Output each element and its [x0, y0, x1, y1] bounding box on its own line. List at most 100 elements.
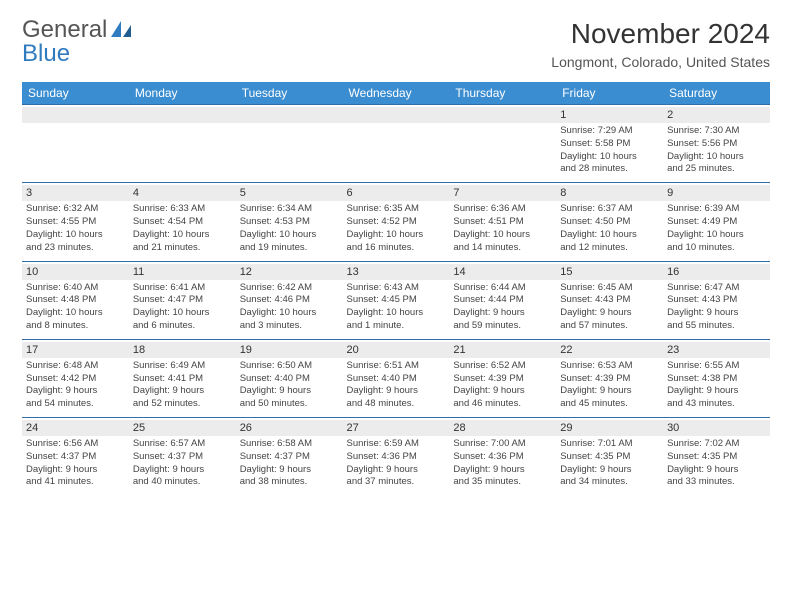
- sunset-text: Sunset: 4:51 PM: [453, 216, 552, 229]
- brand-word-1: General: [22, 18, 107, 42]
- day-number: 16: [663, 264, 770, 280]
- calendar-cell: [343, 105, 450, 183]
- daylight-text: and 37 minutes.: [347, 476, 446, 489]
- day-header: Friday: [556, 82, 663, 105]
- daylight-text: and 43 minutes.: [667, 398, 766, 411]
- daylight-text: and 28 minutes.: [560, 163, 659, 176]
- daylight-text: and 21 minutes.: [133, 242, 232, 255]
- day-number: [449, 107, 556, 123]
- sunrise-text: Sunrise: 6:42 AM: [240, 282, 339, 295]
- calendar-cell: 19Sunrise: 6:50 AMSunset: 4:40 PMDayligh…: [236, 339, 343, 417]
- sunrise-text: Sunrise: 6:48 AM: [26, 360, 125, 373]
- sunset-text: Sunset: 5:58 PM: [560, 138, 659, 151]
- calendar-cell: 29Sunrise: 7:01 AMSunset: 4:35 PMDayligh…: [556, 418, 663, 496]
- daylight-text: and 52 minutes.: [133, 398, 232, 411]
- sunrise-text: Sunrise: 6:53 AM: [560, 360, 659, 373]
- day-header: Saturday: [663, 82, 770, 105]
- day-number: [22, 107, 129, 123]
- sunrise-text: Sunrise: 6:59 AM: [347, 438, 446, 451]
- daylight-text: Daylight: 10 hours: [347, 229, 446, 242]
- sunset-text: Sunset: 4:45 PM: [347, 294, 446, 307]
- daylight-text: Daylight: 9 hours: [667, 464, 766, 477]
- daylight-text: and 6 minutes.: [133, 320, 232, 333]
- calendar-week: 10Sunrise: 6:40 AMSunset: 4:48 PMDayligh…: [22, 261, 770, 339]
- brand-logo: General Blue: [22, 18, 133, 66]
- sunset-text: Sunset: 4:37 PM: [26, 451, 125, 464]
- sunrise-text: Sunrise: 6:50 AM: [240, 360, 339, 373]
- sunset-text: Sunset: 4:55 PM: [26, 216, 125, 229]
- day-header: Thursday: [449, 82, 556, 105]
- sunrise-text: Sunrise: 6:37 AM: [560, 203, 659, 216]
- calendar-cell: 11 Sunrise: 6:41 AMSunset: 4:47 PMDayligh…: [129, 261, 236, 339]
- page-header: General Blue November 2024 Longmont, Col…: [22, 18, 770, 70]
- day-number: 15: [556, 264, 663, 280]
- calendar-cell: 23Sunrise: 6:55 AMSunset: 4:38 PMDayligh…: [663, 339, 770, 417]
- sunrise-text: Sunrise: 6:55 AM: [667, 360, 766, 373]
- calendar-cell: 13Sunrise: 6:43 AMSunset: 4:45 PMDayligh…: [343, 261, 450, 339]
- day-number: 25: [129, 420, 236, 436]
- calendar-cell: 16Sunrise: 6:47 AMSunset: 4:43 PMDayligh…: [663, 261, 770, 339]
- day-header: Wednesday: [343, 82, 450, 105]
- daylight-text: Daylight: 9 hours: [453, 464, 552, 477]
- sunset-text: Sunset: 4:40 PM: [240, 373, 339, 386]
- sunset-text: Sunset: 4:47 PM: [133, 294, 232, 307]
- daylight-text: Daylight: 10 hours: [240, 229, 339, 242]
- sunrise-text: Sunrise: 6:43 AM: [347, 282, 446, 295]
- sunset-text: Sunset: 4:43 PM: [560, 294, 659, 307]
- day-number: 29: [556, 420, 663, 436]
- calendar-cell: 12Sunrise: 6:42 AMSunset: 4:46 PMDayligh…: [236, 261, 343, 339]
- day-number: 26: [236, 420, 343, 436]
- daylight-text: and 40 minutes.: [133, 476, 232, 489]
- day-number: 11: [129, 264, 236, 280]
- daylight-text: and 55 minutes.: [667, 320, 766, 333]
- daylight-text: Daylight: 10 hours: [453, 229, 552, 242]
- calendar-cell: [449, 105, 556, 183]
- calendar-cell: 28Sunrise: 7:00 AMSunset: 4:36 PMDayligh…: [449, 418, 556, 496]
- sunrise-text: Sunrise: 6:57 AM: [133, 438, 232, 451]
- sunset-text: Sunset: 4:46 PM: [240, 294, 339, 307]
- calendar-table: SundayMondayTuesdayWednesdayThursdayFrid…: [22, 82, 770, 495]
- daylight-text: and 48 minutes.: [347, 398, 446, 411]
- daylight-text: and 8 minutes.: [26, 320, 125, 333]
- daylight-text: and 57 minutes.: [560, 320, 659, 333]
- calendar-week: 3Sunrise: 6:32 AMSunset: 4:55 PMDaylight…: [22, 183, 770, 261]
- calendar-cell: [22, 105, 129, 183]
- calendar-cell: 8Sunrise: 6:37 AMSunset: 4:50 PMDaylight…: [556, 183, 663, 261]
- sunset-text: Sunset: 4:40 PM: [347, 373, 446, 386]
- calendar-cell: 14Sunrise: 6:44 AMSunset: 4:44 PMDayligh…: [449, 261, 556, 339]
- calendar-cell: 21Sunrise: 6:52 AMSunset: 4:39 PMDayligh…: [449, 339, 556, 417]
- day-number: [129, 107, 236, 123]
- sunset-text: Sunset: 4:39 PM: [560, 373, 659, 386]
- daylight-text: Daylight: 10 hours: [133, 307, 232, 320]
- sunrise-text: Sunrise: 6:41 AM: [133, 282, 232, 295]
- daylight-text: Daylight: 10 hours: [26, 229, 125, 242]
- calendar-cell: 2Sunrise: 7:30 AMSunset: 5:56 PMDaylight…: [663, 105, 770, 183]
- day-number: 20: [343, 342, 450, 358]
- daylight-text: and 1 minute.: [347, 320, 446, 333]
- daylight-text: Daylight: 9 hours: [453, 307, 552, 320]
- sunrise-text: Sunrise: 6:58 AM: [240, 438, 339, 451]
- sunrise-text: Sunrise: 7:02 AM: [667, 438, 766, 451]
- day-number: 12: [236, 264, 343, 280]
- daylight-text: and 16 minutes.: [347, 242, 446, 255]
- sunset-text: Sunset: 4:36 PM: [347, 451, 446, 464]
- calendar-week: 24Sunrise: 6:56 AMSunset: 4:37 PMDayligh…: [22, 418, 770, 496]
- sunrise-text: Sunrise: 6:39 AM: [667, 203, 766, 216]
- day-number: 4: [129, 185, 236, 201]
- daylight-text: and 46 minutes.: [453, 398, 552, 411]
- daylight-text: and 23 minutes.: [26, 242, 125, 255]
- sunrise-text: Sunrise: 6:34 AM: [240, 203, 339, 216]
- sunset-text: Sunset: 4:35 PM: [560, 451, 659, 464]
- sunrise-text: Sunrise: 6:32 AM: [26, 203, 125, 216]
- daylight-text: Daylight: 9 hours: [453, 385, 552, 398]
- sunset-text: Sunset: 4:43 PM: [667, 294, 766, 307]
- daylight-text: and 41 minutes.: [26, 476, 125, 489]
- calendar-cell: 15Sunrise: 6:45 AMSunset: 4:43 PMDayligh…: [556, 261, 663, 339]
- calendar-cell: 5Sunrise: 6:34 AMSunset: 4:53 PMDaylight…: [236, 183, 343, 261]
- daylight-text: Daylight: 9 hours: [347, 464, 446, 477]
- daylight-text: and 10 minutes.: [667, 242, 766, 255]
- daylight-text: Daylight: 10 hours: [347, 307, 446, 320]
- sunset-text: Sunset: 4:44 PM: [453, 294, 552, 307]
- daylight-text: and 54 minutes.: [26, 398, 125, 411]
- daylight-text: Daylight: 10 hours: [560, 229, 659, 242]
